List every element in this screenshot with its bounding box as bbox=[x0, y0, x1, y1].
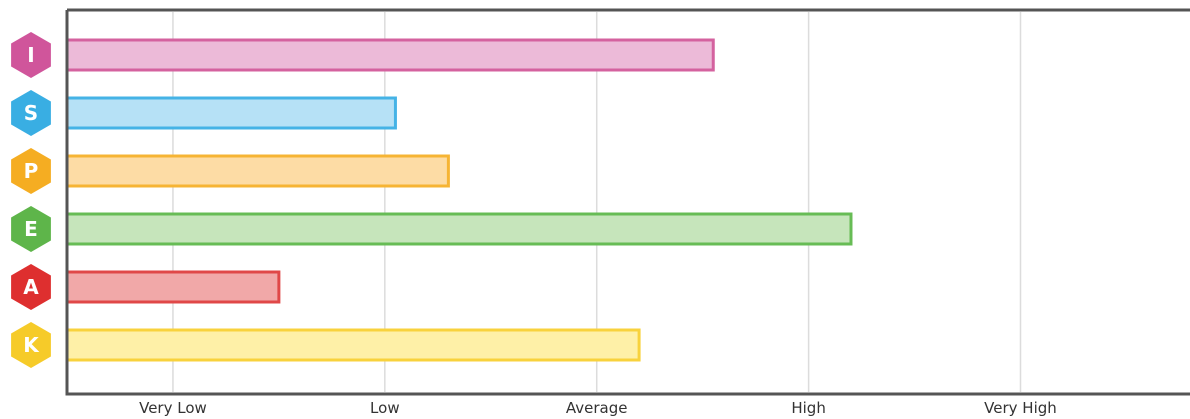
category-label: S bbox=[24, 101, 38, 125]
x-tick-label: Very Low bbox=[139, 399, 207, 417]
badge-hexagon-a bbox=[11, 264, 51, 310]
x-tick-label: Low bbox=[370, 399, 400, 417]
x-tick-label: High bbox=[791, 399, 825, 417]
bar-e bbox=[65, 212, 853, 246]
x-tick-label: Very High bbox=[984, 399, 1057, 417]
category-label: A bbox=[23, 275, 39, 299]
badge-hexagon-k bbox=[11, 322, 51, 368]
x-tick-label: Average bbox=[566, 399, 628, 417]
category-label: K bbox=[23, 333, 40, 357]
category-badges: I S P E A K bbox=[11, 32, 51, 368]
bar-i bbox=[65, 38, 715, 72]
bar-p bbox=[65, 154, 450, 188]
x-tick-labels: Very Low Low Average High Very High bbox=[139, 399, 1057, 417]
bars bbox=[65, 38, 853, 362]
badge-hexagon-e bbox=[11, 206, 51, 252]
category-label: P bbox=[24, 159, 39, 183]
badge-hexagon-p bbox=[11, 148, 51, 194]
category-label: I bbox=[27, 43, 34, 67]
bar-s bbox=[65, 96, 397, 130]
badge-hexagon-i bbox=[11, 32, 51, 78]
category-label: E bbox=[24, 217, 38, 241]
badge-hexagon-s bbox=[11, 90, 51, 136]
plot-frame bbox=[65, 8, 1190, 396]
bar-k bbox=[65, 328, 641, 362]
bar-a bbox=[65, 270, 281, 304]
